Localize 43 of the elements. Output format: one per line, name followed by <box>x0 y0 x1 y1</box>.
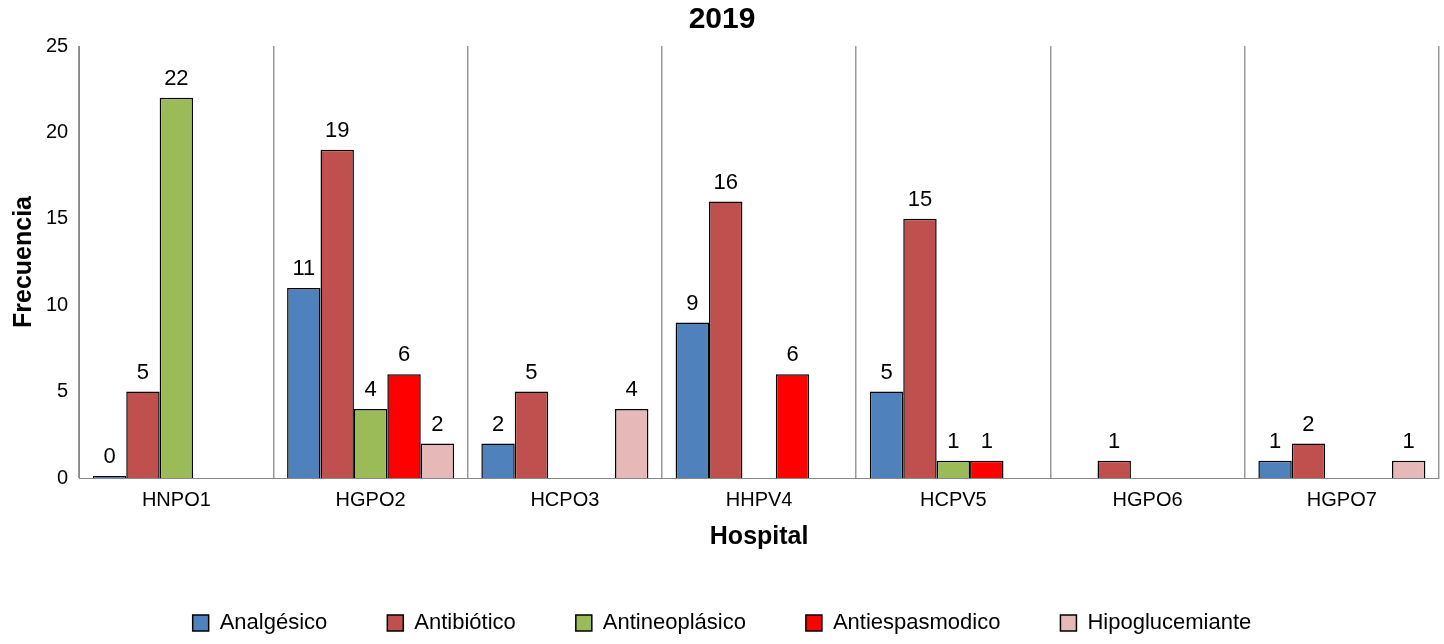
y-axis-title: Frecuencia <box>7 194 36 329</box>
x-tick-label: HGPO7 <box>1306 487 1377 510</box>
data-label: 1 <box>1108 427 1121 453</box>
data-label: 5 <box>880 358 893 384</box>
legend-label: Antibiótico <box>414 609 516 635</box>
data-label: 6 <box>786 341 799 367</box>
legend-label: Antiespasmodico <box>832 609 1001 635</box>
chart-title: 2019 <box>688 1 756 35</box>
data-label: 4 <box>364 375 377 401</box>
data-label: 5 <box>136 358 150 384</box>
x-tick-label: HNPO1 <box>141 487 211 510</box>
x-tick-label: HCPV5 <box>920 487 987 510</box>
x-tick-label: HGPO2 <box>335 487 406 510</box>
data-label: 1 <box>980 427 993 453</box>
y-tick-label: 25 <box>46 33 69 56</box>
data-label: 19 <box>324 116 350 142</box>
data-label: 2 <box>1302 410 1315 436</box>
data-label: 4 <box>625 375 638 401</box>
x-tick-label: HGPO6 <box>1112 487 1183 510</box>
x-tick-label: HCPO3 <box>530 487 600 510</box>
data-label: 2 <box>491 410 505 436</box>
x-axis-title: Hospital <box>709 520 809 549</box>
data-label: 15 <box>907 185 933 211</box>
data-label: 1 <box>947 427 960 453</box>
y-tick-label: 15 <box>46 206 69 229</box>
y-tick-label: 0 <box>57 465 69 488</box>
data-label: 11 <box>292 254 316 280</box>
y-tick-label: 20 <box>46 119 69 142</box>
y-tick-label: 10 <box>46 292 69 315</box>
data-label: 6 <box>397 341 411 367</box>
x-tick-label: HHPV4 <box>725 487 793 510</box>
data-label: 9 <box>686 289 699 315</box>
data-label: 1 <box>1402 427 1415 453</box>
legend-label: Antineoplásico <box>602 609 746 635</box>
data-label: 0 <box>103 443 116 469</box>
data-label: 5 <box>525 358 538 384</box>
data-label: 1 <box>1268 427 1282 453</box>
y-tick-label: 5 <box>57 379 69 402</box>
legend-label: Hipoglucemiante <box>1087 609 1252 635</box>
data-label: 22 <box>164 64 189 90</box>
data-label: 16 <box>713 168 738 194</box>
legend-label: Analgésico <box>219 609 328 635</box>
data-label: 2 <box>431 410 444 436</box>
